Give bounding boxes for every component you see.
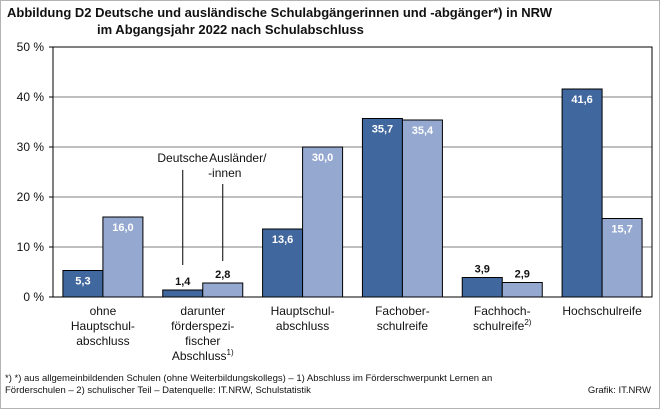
- footnote-line1: *) *) aus allgemeinbildenden Schulen (oh…: [5, 373, 493, 384]
- bar-deutsche: [361, 118, 403, 298]
- x-category-label: Fachhoch-: [474, 304, 531, 318]
- bar-auslaender: [501, 282, 543, 298]
- footnote-line2: Förderschulen – 2) schulischer Teil – Da…: [5, 385, 311, 396]
- bar-deutsche: [561, 88, 603, 298]
- x-category-label: Hauptschul-: [271, 304, 335, 318]
- chart-title: Abbildung D2 Deutsche und ausländische S…: [7, 4, 552, 38]
- x-category-label: fischer: [185, 334, 220, 348]
- bar-auslaender: [202, 282, 244, 298]
- y-tick-label: 50 %: [17, 40, 45, 54]
- data-label: 15,7: [611, 224, 632, 236]
- data-label: 16,0: [112, 222, 133, 234]
- bar-auslaender: [601, 218, 643, 298]
- legend-label-auslaender: Ausländer/: [209, 151, 267, 165]
- data-label: 30,0: [312, 152, 333, 164]
- x-category-label: abschluss: [76, 334, 129, 348]
- chart-title-line1: Abbildung D2 Deutsche und ausländische S…: [7, 5, 553, 20]
- x-category-superscript: 1): [227, 348, 234, 357]
- y-tick-label: 30 %: [17, 140, 45, 154]
- bar-deutsche: [62, 270, 104, 298]
- x-category-label: Hauptschul-: [71, 319, 135, 333]
- source-credit: Grafik: IT.NRW: [587, 385, 651, 396]
- x-category-label: Abschluss1): [172, 348, 234, 363]
- data-label: 13,6: [272, 234, 293, 246]
- x-category-label: ohne: [90, 304, 117, 318]
- data-label: 35,4: [412, 125, 434, 137]
- x-category-label: förderspezi-: [171, 319, 234, 333]
- bar-auslaender: [401, 119, 443, 298]
- plot-area: [52, 46, 653, 298]
- x-category-label: schulreife: [377, 319, 429, 333]
- bar-auslaender: [102, 216, 144, 298]
- x-category-label: Fachober-: [375, 304, 430, 318]
- x-category-label: abschluss: [276, 319, 329, 333]
- footnote: *) *) aus allgemeinbildenden Schulen (oh…: [5, 373, 605, 397]
- y-tick-label: 10 %: [17, 240, 45, 254]
- bar-deutsche: [262, 228, 304, 298]
- chart-title-line2: im Abgangsjahr 2022 nach Schulabschluss: [97, 22, 364, 37]
- data-label: 41,6: [571, 94, 592, 106]
- y-tick-label: 40 %: [17, 90, 45, 104]
- data-label: 2,9: [515, 269, 530, 281]
- data-label: 5,3: [75, 276, 90, 288]
- x-category-label: schulreife2): [473, 318, 532, 333]
- y-tick-label: 20 %: [17, 190, 45, 204]
- bar-auslaender: [302, 146, 344, 298]
- x-category-label: Hochschulreife: [562, 304, 642, 318]
- x-category-superscript: 2): [524, 318, 531, 327]
- data-label: 1,4: [175, 276, 191, 288]
- data-label: 35,7: [372, 124, 393, 136]
- bar-deutsche: [461, 277, 503, 298]
- x-category-label: darunter: [180, 304, 225, 318]
- data-label: 2,8: [215, 269, 230, 281]
- legend-label-deutsche: Deutsche: [157, 151, 208, 165]
- data-label: 3,9: [475, 264, 490, 276]
- legend-label-auslaender-line2: -innen: [208, 166, 241, 180]
- y-tick-label: 0 %: [23, 290, 44, 304]
- bar-deutsche: [162, 289, 204, 298]
